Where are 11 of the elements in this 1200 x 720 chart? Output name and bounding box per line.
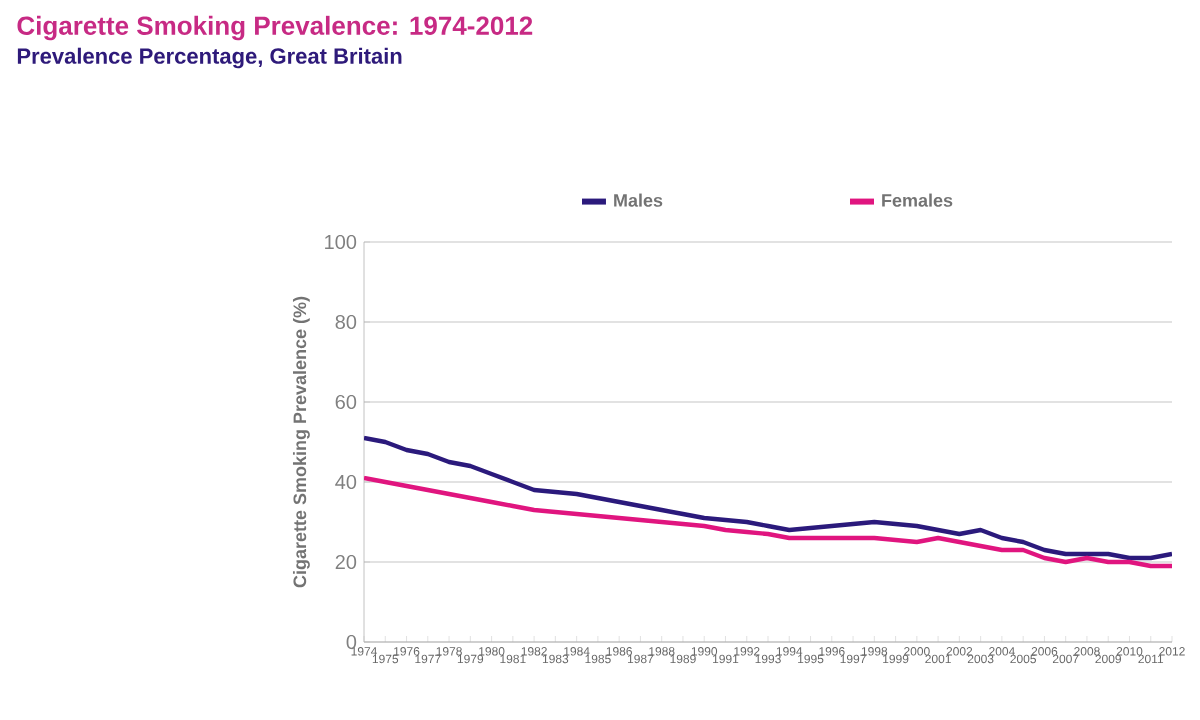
y-tick-label: 80: [335, 314, 357, 330]
y-tick-label: 0: [346, 634, 357, 650]
chart-subtitle: Prevalence Percentage, Great Britain: [17, 47, 402, 69]
legend-label: Males: [614, 193, 663, 207]
y-tick-label: 100: [325, 234, 357, 250]
legend-label: Females: [882, 193, 953, 207]
y-tick-label: 20: [335, 554, 357, 570]
y-tick-label: 60: [335, 394, 357, 410]
y-axis-title: Cigarette Smoking Prevalence (%): [292, 296, 310, 588]
y-tick-label: 40: [335, 474, 357, 490]
chart-title: Cigarette Smoking Prevalence: 1974-2012: [17, 15, 533, 41]
